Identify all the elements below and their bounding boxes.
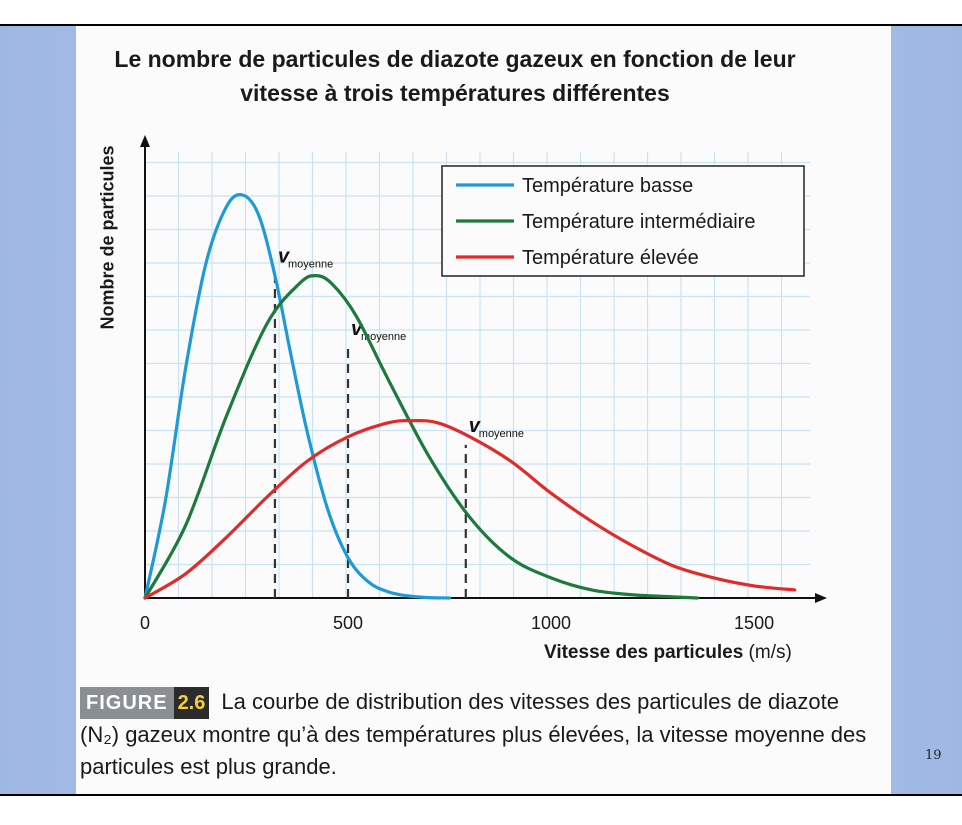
figure-label: FIGURE [80,687,174,719]
series-line [143,419,797,600]
v-moyenne-subscript: moyenne [288,259,333,271]
v-moyenne-subscript: moyenne [479,428,524,440]
top-border [0,24,962,26]
legend-label: Température intermédiaire [522,211,755,233]
y-axis-arrow [140,135,150,147]
x-axis-label: Vitesse des particules (m/s) [544,642,792,664]
x-tick-label: 1500 [734,613,775,633]
series-line [143,193,452,600]
top-margin [0,0,962,26]
bottom-margin [0,796,962,825]
chart-title: Le nombre de particules de diazote gazeu… [114,46,796,106]
caption-text: La courbe de distribution des vitesses d… [80,689,867,779]
figure-caption: FIGURE 2.6 La courbe de distribution des v… [80,686,870,783]
x-tick-label: 500 [332,613,364,633]
legend-label: Température élevée [522,247,699,269]
page-number: 19 [925,748,942,763]
v-moyenne-subscript: moyenne [361,331,406,343]
v-moyenne-label: v [278,246,291,268]
legend-label: Température basse [522,175,693,197]
figure-number: 2.6 [173,687,210,719]
v-moyenne-label: v [469,415,482,437]
x-axis-label-text: Vitesse des particules [544,642,744,663]
series-line [143,274,699,600]
bottom-border [0,794,962,796]
x-axis-arrow [815,593,827,603]
x-axis-unit: (m/s) [748,642,792,663]
x-tick-label: 1000 [531,613,572,633]
x-tick-label: 0 [139,613,150,633]
